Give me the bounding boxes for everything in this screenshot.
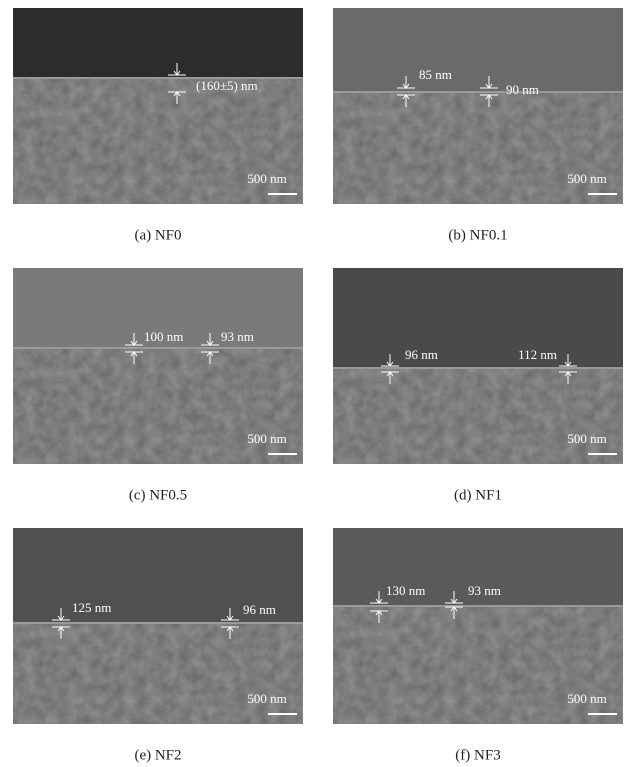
scale-bar-label: 500 nm bbox=[567, 171, 606, 186]
panel-caption: (f) NF3 bbox=[455, 747, 500, 763]
image-top bbox=[333, 268, 623, 368]
thickness-label: 93 nm bbox=[468, 583, 501, 598]
scale-bar-label: 500 nm bbox=[567, 431, 606, 446]
image-texture bbox=[333, 368, 623, 464]
thickness-label: 96 nm bbox=[243, 602, 276, 617]
scale-bar-label: 500 nm bbox=[247, 171, 286, 186]
sem-panel: 130 nm 93 nm 500 nm bbox=[333, 528, 623, 724]
thickness-label: 93 nm bbox=[221, 329, 254, 344]
image-texture bbox=[13, 348, 303, 464]
panel-caption: (a) NF0 bbox=[134, 227, 181, 243]
image-texture bbox=[333, 606, 623, 724]
panel-caption: (c) NF0.5 bbox=[129, 487, 187, 503]
thickness-label: 85 nm bbox=[419, 67, 452, 82]
sem-panel: 96 nm 112 nm 500 nm bbox=[333, 268, 623, 464]
image-top bbox=[333, 8, 623, 92]
scale-bar-label: 500 nm bbox=[247, 691, 286, 706]
sem-panel: 85 nm 90 nm 500 nm bbox=[333, 8, 623, 204]
thickness-label: 112 nm bbox=[518, 347, 557, 362]
panel-caption: (e) NF2 bbox=[134, 747, 181, 763]
thickness-label: 96 nm bbox=[405, 347, 438, 362]
sem-panel: 125 nm 96 nm 500 nm bbox=[13, 528, 303, 724]
figure: (160±5) nm500 nm(a) NF085 nm90 nm500 nm(… bbox=[0, 0, 625, 767]
sem-panel: 100 nm 93 nm 500 nm bbox=[13, 268, 303, 464]
image-texture bbox=[13, 623, 303, 724]
panel-caption: (d) NF1 bbox=[454, 487, 502, 503]
image-top bbox=[13, 8, 303, 78]
thickness-label: (160±5) nm bbox=[196, 78, 258, 93]
thickness-label: 130 nm bbox=[386, 583, 425, 598]
thickness-label: 90 nm bbox=[506, 82, 539, 97]
sem-panel: (160±5) nm 500 nm bbox=[13, 8, 303, 204]
panel-caption: (b) NF0.1 bbox=[448, 227, 507, 243]
thickness-label: 125 nm bbox=[72, 600, 111, 615]
scale-bar-label: 500 nm bbox=[247, 431, 286, 446]
thickness-label: 100 nm bbox=[144, 329, 183, 344]
scale-bar-label: 500 nm bbox=[567, 691, 606, 706]
image-texture bbox=[333, 92, 623, 204]
